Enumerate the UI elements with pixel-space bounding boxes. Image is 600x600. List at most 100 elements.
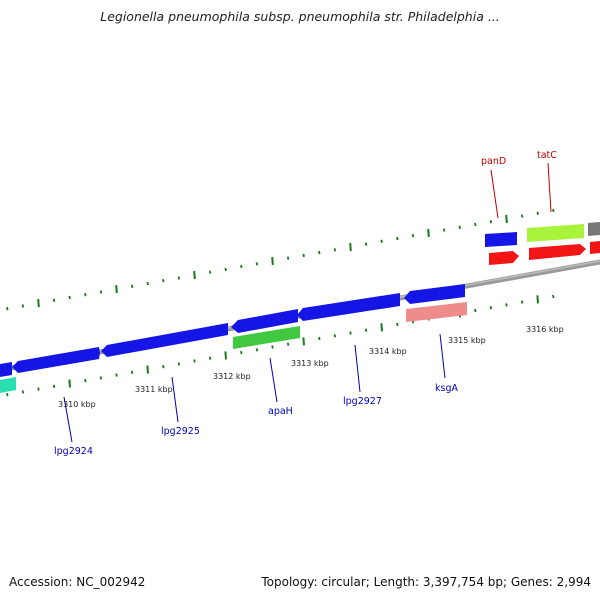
minor-tick bbox=[505, 303, 508, 307]
gene-teal[interactable] bbox=[0, 377, 16, 393]
outer-tick-track bbox=[6, 208, 555, 311]
gene-blue-lpg2927[interactable] bbox=[297, 293, 400, 321]
major-tick bbox=[224, 351, 227, 360]
major-tick bbox=[115, 285, 118, 294]
minor-tick bbox=[474, 222, 477, 227]
gene-blue-left-end[interactable] bbox=[0, 362, 12, 377]
gene-label-tatc[interactable]: tatC bbox=[537, 150, 557, 161]
gene-label-apah[interactable]: apaH bbox=[268, 406, 293, 417]
minor-tick bbox=[162, 279, 165, 283]
minor-tick bbox=[536, 211, 539, 215]
minor-tick bbox=[302, 253, 305, 258]
gene-label-lpg2925[interactable]: lpg2925 bbox=[161, 426, 200, 437]
minor-tick bbox=[21, 390, 25, 394]
minor-tick bbox=[193, 359, 196, 363]
minor-tick bbox=[318, 336, 321, 341]
minor-tick bbox=[271, 345, 274, 349]
minor-tick bbox=[146, 281, 149, 286]
major-tick bbox=[505, 214, 508, 223]
gene-label-lpg2924[interactable]: lpg2924 bbox=[54, 446, 93, 457]
gene-green[interactable] bbox=[233, 326, 300, 349]
gene-label-pand[interactable]: panD bbox=[481, 156, 506, 167]
gene-red-3[interactable] bbox=[590, 241, 600, 254]
minor-tick bbox=[21, 304, 25, 308]
gene-blue-apah[interactable] bbox=[231, 309, 298, 333]
minor-tick bbox=[177, 276, 181, 280]
gene-red-2[interactable] bbox=[529, 244, 586, 260]
minor-tick bbox=[130, 370, 134, 374]
gene-pink[interactable] bbox=[406, 302, 467, 322]
minor-tick bbox=[380, 239, 383, 243]
minor-tick bbox=[52, 298, 56, 302]
minor-tick bbox=[240, 350, 243, 355]
scale-label: 3314 kbp bbox=[369, 347, 407, 356]
gene-blue-lpg2925[interactable] bbox=[101, 323, 228, 357]
major-tick bbox=[536, 295, 539, 304]
minor-tick bbox=[364, 242, 368, 246]
minor-tick bbox=[520, 300, 524, 304]
minor-tick bbox=[84, 293, 87, 297]
minor-tick bbox=[6, 307, 9, 311]
minor-tick bbox=[286, 342, 290, 346]
minor-tick bbox=[411, 234, 415, 238]
leader-tatc bbox=[547, 162, 552, 213]
major-tick bbox=[271, 256, 274, 266]
minor-tick bbox=[84, 379, 87, 383]
label-leaders bbox=[63, 162, 552, 443]
minor-tick bbox=[286, 256, 290, 260]
reverse-strand-genes bbox=[0, 284, 467, 393]
gene-labels: panD tatC lpg2924 lpg2925 apaH lpg2927 k… bbox=[54, 150, 557, 457]
minor-tick bbox=[68, 295, 71, 300]
major-tick bbox=[349, 242, 352, 252]
gene-blue-pand[interactable] bbox=[485, 232, 517, 247]
minor-tick bbox=[552, 208, 555, 213]
minor-tick bbox=[333, 248, 337, 252]
gene-gray[interactable] bbox=[588, 222, 600, 236]
gene-red-1[interactable] bbox=[489, 251, 519, 265]
leader-lpg2925 bbox=[171, 376, 179, 423]
genome-summary-text: Topology: circular; Length: 3,397,754 bp… bbox=[261, 575, 591, 589]
scale-label: 3316 kbp bbox=[526, 325, 564, 334]
leader-ksga bbox=[439, 333, 446, 379]
minor-tick bbox=[489, 306, 493, 310]
minor-tick bbox=[318, 250, 321, 255]
leader-lpg2924 bbox=[63, 396, 73, 443]
leader-pand bbox=[490, 169, 499, 219]
inner-tick-track bbox=[6, 294, 555, 397]
gene-blue-lpg2924[interactable] bbox=[12, 347, 100, 373]
minor-tick bbox=[208, 356, 212, 360]
minor-tick bbox=[396, 322, 399, 327]
minor-tick bbox=[552, 294, 555, 299]
major-tick bbox=[427, 228, 430, 237]
scale-label: 3311 kbp bbox=[135, 385, 173, 394]
minor-tick bbox=[208, 270, 212, 274]
minor-tick bbox=[458, 225, 461, 229]
gene-label-ksga[interactable]: ksgA bbox=[435, 383, 458, 394]
scale-labels: 3310 kbp 3311 kbp 3312 kbp 3313 kbp 3314… bbox=[58, 325, 564, 409]
minor-tick bbox=[52, 384, 56, 388]
leader-lpg2927 bbox=[354, 344, 361, 393]
minor-tick bbox=[162, 365, 165, 369]
minor-tick bbox=[349, 331, 352, 335]
gene-blue-ksga[interactable] bbox=[404, 284, 465, 304]
scale-label: 3312 kbp bbox=[213, 372, 251, 381]
minor-tick bbox=[255, 348, 259, 352]
major-tick bbox=[193, 270, 196, 280]
gene-label-lpg2927[interactable]: lpg2927 bbox=[343, 396, 382, 407]
minor-tick bbox=[115, 373, 118, 377]
major-tick bbox=[146, 365, 149, 374]
minor-tick bbox=[255, 262, 259, 266]
minor-tick bbox=[442, 228, 446, 232]
gene-lime-tatc[interactable] bbox=[527, 224, 584, 242]
minor-tick bbox=[474, 308, 477, 313]
major-tick bbox=[68, 379, 71, 388]
major-tick bbox=[302, 337, 305, 346]
minor-tick bbox=[37, 387, 40, 391]
forward-strand-genes bbox=[485, 222, 600, 265]
minor-tick bbox=[489, 220, 493, 224]
accession-text: Accession: NC_002942 bbox=[9, 575, 146, 589]
minor-tick bbox=[520, 214, 524, 218]
minor-tick bbox=[364, 328, 368, 332]
scale-label: 3310 kbp bbox=[58, 400, 96, 409]
